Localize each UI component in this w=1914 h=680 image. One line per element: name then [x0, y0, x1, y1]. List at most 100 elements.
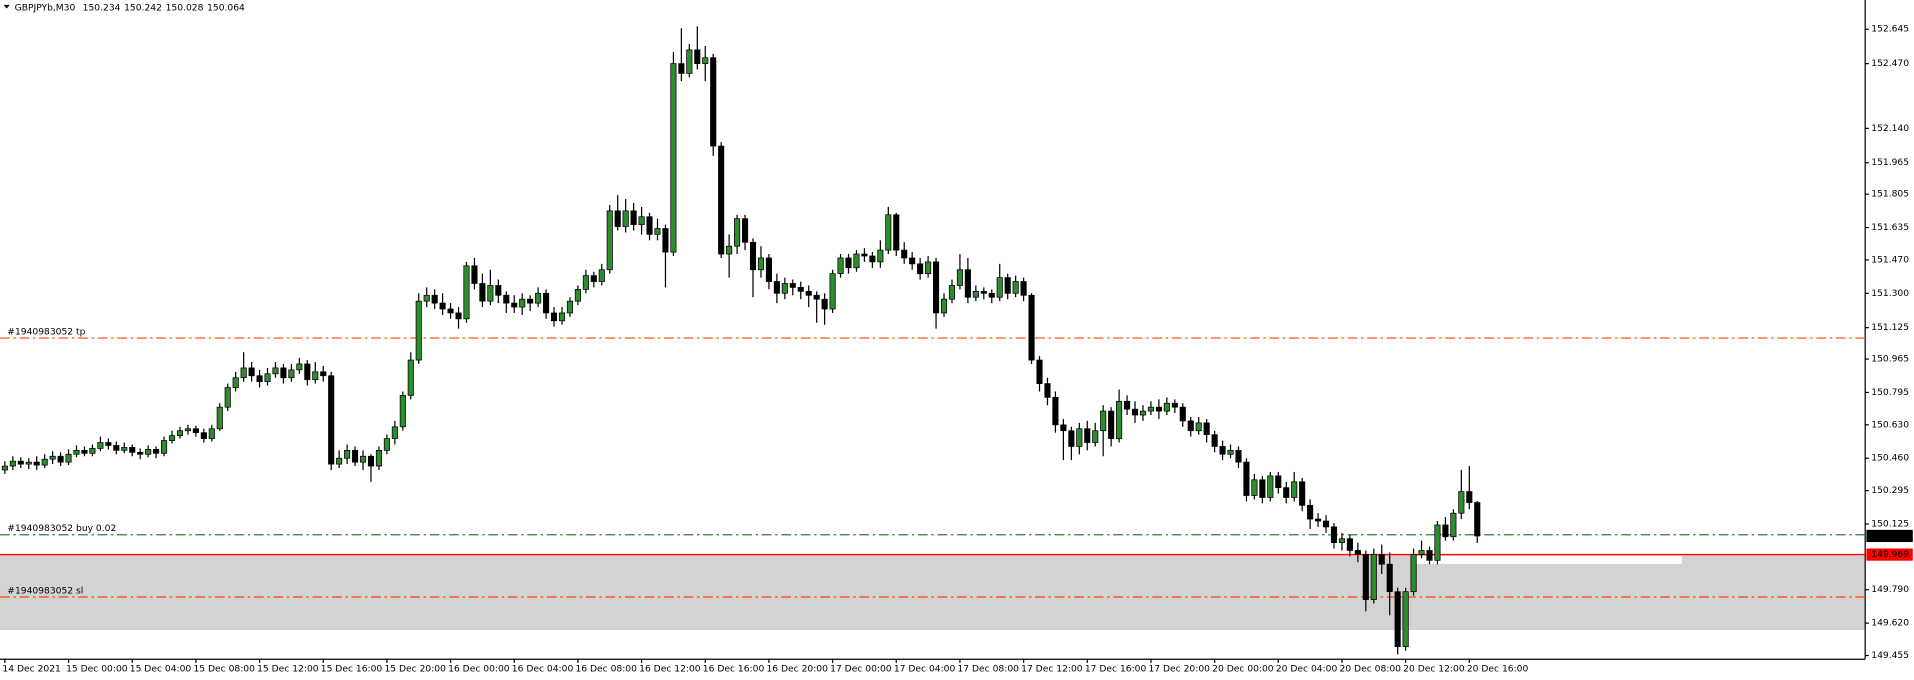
- x-tick-label: 16 Dec 08:00: [575, 665, 637, 675]
- candle-body: [487, 285, 494, 302]
- candle-body: [885, 214, 892, 251]
- x-tick-label: 17 Dec 16:00: [1085, 665, 1147, 675]
- candle-body: [527, 298, 534, 304]
- candle-body: [765, 257, 772, 282]
- candle-body: [1466, 491, 1473, 503]
- x-tick-label: 20 Dec 12:00: [1403, 665, 1465, 675]
- candle-body: [1434, 524, 1441, 561]
- candle-body: [57, 455, 64, 463]
- candle-body: [726, 245, 733, 255]
- header-value: 150.234: [83, 3, 121, 13]
- header-value: 150.242: [124, 3, 162, 13]
- candle-body: [749, 241, 757, 271]
- candle-body: [558, 312, 566, 322]
- candle-body: [614, 210, 621, 227]
- candle-body: [25, 461, 32, 465]
- candle-body: [877, 249, 884, 263]
- x-tick-label: 20 Dec 00:00: [1212, 665, 1274, 675]
- candle-body: [320, 371, 327, 377]
- y-tick-label: 150.630: [1871, 420, 1909, 430]
- candle-body: [168, 435, 176, 441]
- candle-body: [853, 253, 860, 269]
- candle-body: [65, 453, 72, 463]
- candle-body: [1028, 294, 1035, 361]
- candle-body: [1020, 281, 1027, 296]
- y-tick-label: 150.965: [1871, 355, 1909, 365]
- y-tick-label: 151.635: [1871, 223, 1909, 233]
- candle-body: [1004, 277, 1011, 294]
- candle-body: [479, 283, 486, 302]
- candle-body: [137, 451, 144, 455]
- candle-body: [367, 455, 375, 467]
- y-tick-label: 149.620: [1871, 619, 1909, 629]
- candle-body: [1, 465, 8, 471]
- candle-body: [1251, 479, 1258, 496]
- candle-body: [431, 294, 438, 304]
- candle-body: [805, 290, 812, 296]
- candle-body: [1012, 281, 1019, 294]
- candle-body: [216, 406, 223, 430]
- candle-body: [1307, 504, 1314, 520]
- candle-body: [399, 395, 406, 428]
- candle-body: [901, 249, 908, 259]
- price-label: 149.969: [1871, 550, 1909, 560]
- order-box: [1415, 548, 1683, 565]
- candle-body: [391, 426, 398, 439]
- y-tick-label: 152.645: [1871, 25, 1909, 35]
- candle-body: [9, 460, 16, 467]
- candle-body: [1402, 591, 1409, 648]
- candle-body: [535, 292, 542, 304]
- y-tick-label: 152.470: [1871, 59, 1909, 69]
- candle-body: [1386, 563, 1393, 593]
- candle-body: [1203, 422, 1210, 436]
- candle-body: [1442, 524, 1449, 538]
- collapse-arrow[interactable]: [3, 4, 10, 9]
- header: GBPJPYb,M30 150.234 150.242 150.028 150.064: [15, 3, 245, 13]
- candle-body: [757, 257, 765, 271]
- candle-body: [153, 449, 160, 454]
- candle-body: [288, 369, 295, 379]
- y-tick-label: 150.460: [1871, 454, 1909, 464]
- candle-body: [161, 440, 168, 454]
- price-label-box: [1866, 548, 1913, 561]
- candle-body: [1259, 479, 1266, 498]
- candle-body: [1394, 591, 1401, 648]
- candle-body: [129, 447, 136, 453]
- candle-body: [336, 457, 343, 465]
- x-tick-label: 17 Dec 08:00: [957, 665, 1019, 675]
- candle-body: [352, 449, 359, 463]
- last-price-box: [1866, 529, 1913, 543]
- order-label: #1940983052 sl: [7, 586, 83, 596]
- candle-body: [81, 449, 88, 454]
- candle-body: [1131, 408, 1139, 416]
- candle-body: [574, 289, 581, 302]
- candle-body: [550, 312, 558, 322]
- candle-body: [654, 228, 661, 235]
- candle-body: [813, 294, 820, 300]
- zone: [0, 555, 1866, 630]
- y-tick-label: 149.455: [1871, 651, 1909, 661]
- x-tick-label: 15 Dec 20:00: [384, 665, 446, 675]
- x-tick-label: 20 Dec 16:00: [1467, 665, 1529, 675]
- candle-body: [471, 265, 478, 284]
- order-label: #1940983052 tp: [7, 327, 85, 337]
- candle-body: [686, 49, 693, 74]
- candle-body: [192, 428, 199, 434]
- candle-body: [598, 269, 605, 282]
- y-tick-label: 151.300: [1871, 289, 1909, 299]
- candle-body: [988, 292, 995, 298]
- candle-body: [829, 273, 836, 310]
- candle-body: [200, 432, 207, 439]
- candle-body: [845, 257, 852, 269]
- candle-body: [224, 387, 231, 408]
- candle-body: [869, 255, 876, 263]
- candle-body: [1243, 461, 1250, 496]
- candle-body: [925, 261, 932, 275]
- candle-body: [1267, 475, 1274, 498]
- x-tick-label: 15 Dec 04:00: [130, 665, 192, 675]
- candle-body: [1084, 428, 1091, 443]
- candle-body: [328, 375, 335, 465]
- x-tick-label: 15 Dec 00:00: [66, 665, 128, 675]
- candle-body: [940, 298, 948, 314]
- candle-body: [972, 290, 979, 298]
